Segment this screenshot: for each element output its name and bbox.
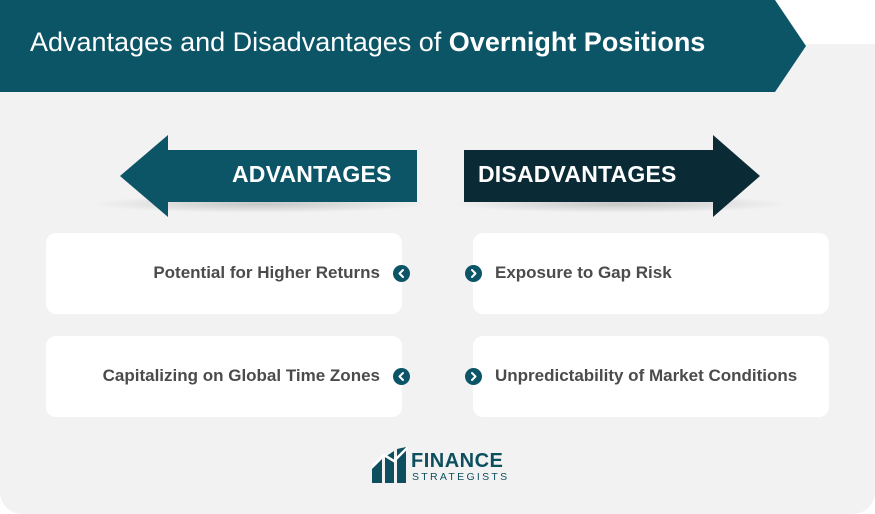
disadvantages-heading: DISADVANTAGES xyxy=(478,161,677,187)
disadvantages-arrow xyxy=(464,135,760,217)
title-banner xyxy=(0,0,806,92)
logo-name: FINANCE xyxy=(411,450,504,472)
page-title: Advantages and Disadvantages of Overnigh… xyxy=(30,27,790,58)
disadvantage-card-2: Unpredictability of Market Conditions xyxy=(473,336,829,417)
disadvantage-label: Unpredictability of Market Conditions xyxy=(495,366,798,385)
chevron-left-icon xyxy=(393,265,410,282)
title-bold: Overnight Positions xyxy=(448,27,706,57)
logo-tagline: STRATEGISTS xyxy=(412,471,510,483)
advantage-label: Potential for Higher Returns xyxy=(153,263,380,282)
advantage-card-1: Potential for Higher Returns xyxy=(46,233,402,314)
chevron-left-icon xyxy=(393,368,410,385)
disadvantage-label: Exposure to Gap Risk xyxy=(495,263,672,282)
advantage-label: Capitalizing on Global Time Zones xyxy=(102,366,380,385)
advantage-card-2: Capitalizing on Global Time Zones xyxy=(46,336,402,417)
disadvantage-card-1: Exposure to Gap Risk xyxy=(473,233,829,314)
content-panel-corner xyxy=(815,44,875,104)
finance-strategists-logo-icon xyxy=(372,447,408,483)
advantages-arrow xyxy=(120,135,417,217)
chevron-right-icon xyxy=(465,265,482,282)
advantages-heading: ADVANTAGES xyxy=(232,161,392,187)
chevron-right-icon xyxy=(465,368,482,385)
title-regular: Advantages and Disadvantages of xyxy=(30,27,449,57)
